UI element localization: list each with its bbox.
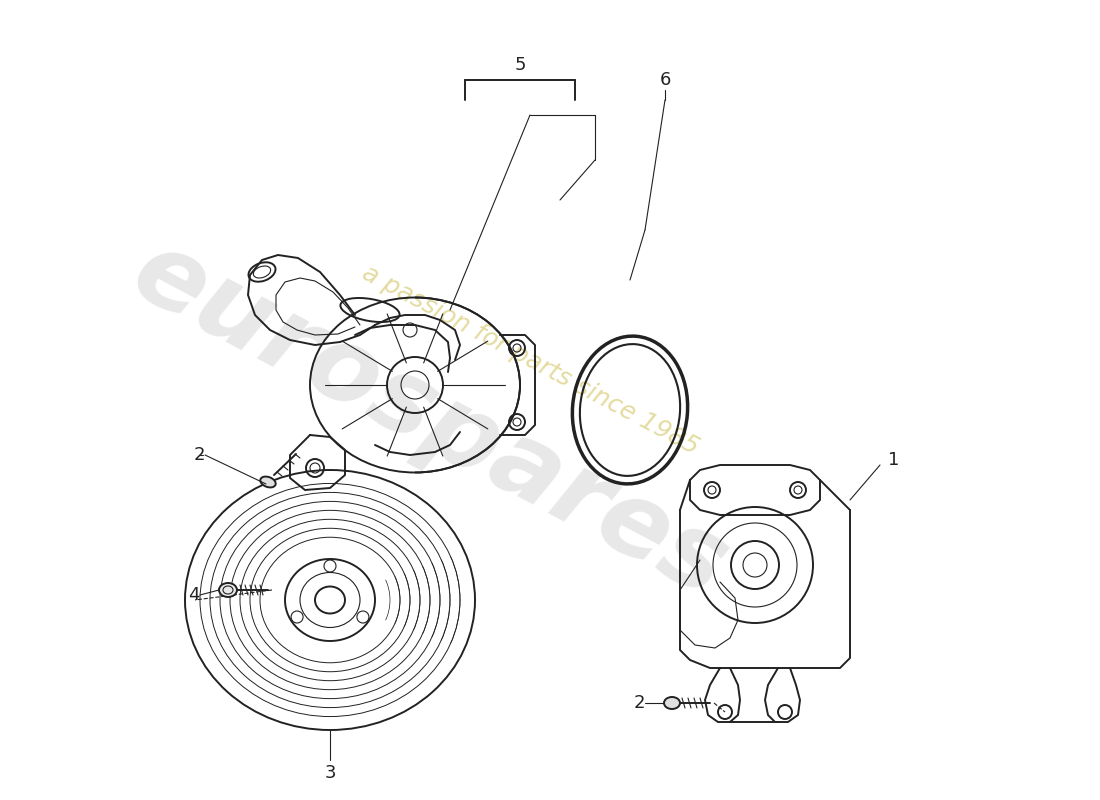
Text: 1: 1 [888, 451, 900, 469]
Ellipse shape [261, 477, 276, 487]
Text: 6: 6 [659, 71, 671, 89]
Text: 2: 2 [634, 694, 645, 712]
Text: a passion for parts since 1985: a passion for parts since 1985 [358, 261, 703, 459]
Ellipse shape [219, 583, 236, 597]
Text: 4: 4 [188, 586, 200, 604]
Text: eurospares: eurospares [116, 221, 745, 619]
Text: 2: 2 [194, 446, 205, 464]
Text: 5: 5 [515, 56, 526, 74]
Ellipse shape [664, 697, 680, 709]
Text: 3: 3 [324, 764, 336, 782]
